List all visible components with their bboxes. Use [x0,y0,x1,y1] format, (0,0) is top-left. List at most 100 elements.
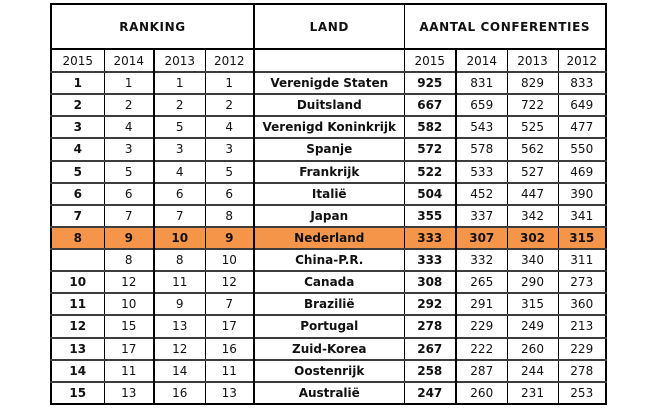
country-cell: Verenigde Staten [253,70,405,95]
conference-count-cell-2012: 469 [557,159,607,184]
rank-cell-2012: 17 [204,314,255,339]
table-row: 10 12 11 12 Canada 308 265 290 273 [50,270,607,294]
conference-count-cell-2014: 265 [455,270,508,294]
conference-count-cell-2013: 829 [506,70,559,95]
rank-cell-2012: 12 [204,270,255,294]
rank-cell-2013: 6 [153,181,206,206]
conference-ranking-table: RANKING LAND AANTAL CONFERENTIES 2015 20… [50,3,607,405]
rank-cell-2013: 11 [153,270,206,294]
conference-count-cell-2013: 342 [506,203,559,228]
rank-cell-2012: 2 [204,93,255,117]
conference-count-cell-2014: 452 [455,181,508,206]
table-body: 1 1 1 1 Verenigde Staten 925 831 829 833 2 2 2 2 Duit… [50,70,607,405]
conference-count-cell-2014: 543 [455,115,508,139]
conference-count-cell-2015: 278 [403,314,457,339]
conference-count-cell-2012: 315 [557,225,607,250]
rank-cell-2012: 6 [204,181,255,206]
rank-cell-2013: 12 [153,336,206,361]
rank-cell-2013: 1 [153,70,206,95]
conference-count-cell-2013: 562 [506,137,559,162]
aantal-year-header-2012: 2012 [557,48,607,73]
country-cell: Nederland [253,225,405,250]
conference-count-cell-2014: 222 [455,336,508,361]
conference-count-cell-2014: 307 [455,225,508,250]
rank-cell-2014: 12 [103,270,155,294]
conference-count-cell-2015: 504 [403,181,457,206]
rank-cell-2014: 17 [103,336,155,361]
conference-count-cell-2012: 550 [557,137,607,162]
rank-cell-2013: 13 [153,314,206,339]
table-container: RANKING LAND AANTAL CONFERENTIES 2015 20… [50,3,607,405]
rank-cell-2014: 15 [103,314,155,339]
rank-cell-2013: 7 [153,203,206,228]
table-row: 2 2 2 2 Duitsland 667 659 722 649 [50,93,607,117]
table-row: 14 11 14 11 Oostenrijk 258 287 244 278 [50,358,607,383]
rank-cell-2015: 1 [50,70,105,95]
table-row: 13 17 12 16 Zuid-Korea 267 222 260 229 [50,336,607,361]
rank-cell-2012: 1 [204,70,255,95]
conference-count-cell-2015: 572 [403,137,457,162]
aantal-group-header: AANTAL CONFERENTIES [403,3,607,50]
rank-cell-2013: 2 [153,93,206,117]
rank-cell-2014: 6 [103,181,155,206]
country-cell: Canada [253,270,405,294]
conference-count-cell-2015: 292 [403,292,457,316]
aantal-year-header-2015: 2015 [403,48,457,73]
rank-cell-2015: 11 [50,292,105,316]
conference-count-cell-2015: 355 [403,203,457,228]
rank-cell-2013: 14 [153,358,206,383]
conference-count-cell-2013: 527 [506,159,559,184]
conference-count-cell-2012: 311 [557,247,607,272]
rank-cell-2015 [50,247,105,272]
conference-count-cell-2014: 831 [455,70,508,95]
conference-count-cell-2012: 273 [557,270,607,294]
table-row: 15 13 16 13 Australië 247 260 231 253 [50,380,607,405]
conference-count-cell-2012: 833 [557,70,607,95]
conference-count-cell-2013: 722 [506,93,559,117]
rank-cell-2012: 5 [204,159,255,184]
rank-cell-2014: 5 [103,159,155,184]
rank-cell-2015: 8 [50,225,105,250]
conference-count-cell-2012: 477 [557,115,607,139]
conference-count-cell-2015: 247 [403,380,457,405]
rank-cell-2015: 14 [50,358,105,383]
conference-count-cell-2013: 447 [506,181,559,206]
conference-count-cell-2012: 213 [557,314,607,339]
conference-count-cell-2015: 582 [403,115,457,139]
rank-cell-2014: 7 [103,203,155,228]
land-group-header: LAND [253,3,405,50]
aantal-year-header-2013: 2013 [506,48,559,73]
conference-count-cell-2014: 287 [455,358,508,383]
rank-cell-2013: 5 [153,115,206,139]
table-row: 6 6 6 6 Italië 504 452 447 390 [50,181,607,206]
rank-cell-2015: 3 [50,115,105,139]
rank-cell-2012: 3 [204,137,255,162]
conference-count-cell-2014: 337 [455,203,508,228]
rank-cell-2013: 3 [153,137,206,162]
conference-count-cell-2012: 341 [557,203,607,228]
rank-cell-2015: 12 [50,314,105,339]
table-row: 4 3 3 3 Spanje 572 578 562 550 [50,137,607,162]
rank-cell-2014: 13 [103,380,155,405]
country-cell: Zuid-Korea [253,336,405,361]
rank-cell-2014: 4 [103,115,155,139]
rank-cell-2012: 4 [204,115,255,139]
table-row: 3 4 5 4 Verenigd Koninkrijk 582 543 525 477 [50,115,607,139]
ranking-year-header-2013: 2013 [153,48,206,73]
conference-count-cell-2014: 291 [455,292,508,316]
conference-count-cell-2012: 229 [557,336,607,361]
rank-cell-2012: 13 [204,380,255,405]
conference-count-cell-2015: 667 [403,93,457,117]
conference-count-cell-2014: 659 [455,93,508,117]
conference-count-cell-2013: 249 [506,314,559,339]
conference-count-cell-2015: 258 [403,358,457,383]
conference-count-cell-2013: 525 [506,115,559,139]
rank-cell-2012: 16 [204,336,255,361]
table-row: 11 10 9 7 Brazilië 292 291 315 360 [50,292,607,316]
rank-cell-2013: 4 [153,159,206,184]
land-year-header-spacer [253,48,405,73]
conference-count-cell-2014: 260 [455,380,508,405]
conference-count-cell-2013: 260 [506,336,559,361]
conference-count-cell-2015: 925 [403,70,457,95]
rank-cell-2013: 8 [153,247,206,272]
